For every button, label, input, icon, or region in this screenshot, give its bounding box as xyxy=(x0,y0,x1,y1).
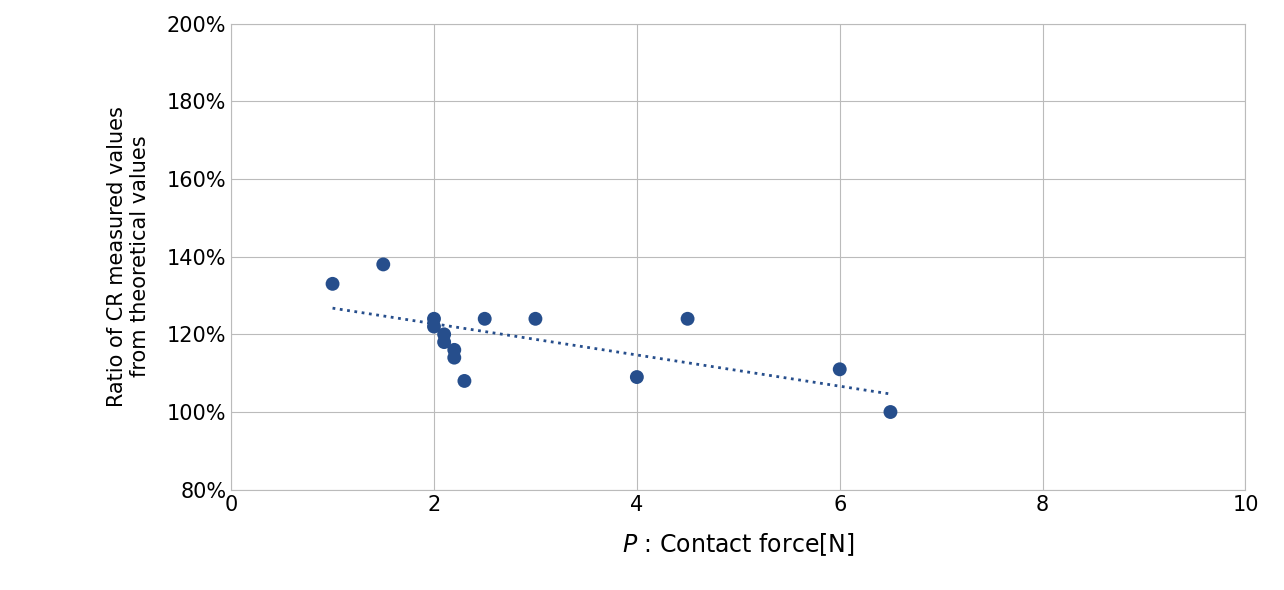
Point xyxy=(434,330,455,339)
Point xyxy=(829,365,850,374)
Point xyxy=(678,314,698,323)
Point xyxy=(322,279,343,289)
Point xyxy=(455,376,475,386)
Point xyxy=(424,314,444,323)
Point xyxy=(475,314,496,323)
Point xyxy=(525,314,546,323)
Point xyxy=(372,260,393,269)
Point xyxy=(881,407,901,417)
Point xyxy=(424,322,444,332)
Point xyxy=(434,337,455,347)
Point xyxy=(627,372,647,382)
X-axis label: $\it{P}$ : Contact force[N]: $\it{P}$ : Contact force[N] xyxy=(621,531,855,558)
Point xyxy=(444,345,465,355)
Point xyxy=(444,353,465,362)
Y-axis label: Ratio of CR measured values
from theoretical values: Ratio of CR measured values from theoret… xyxy=(107,106,150,407)
